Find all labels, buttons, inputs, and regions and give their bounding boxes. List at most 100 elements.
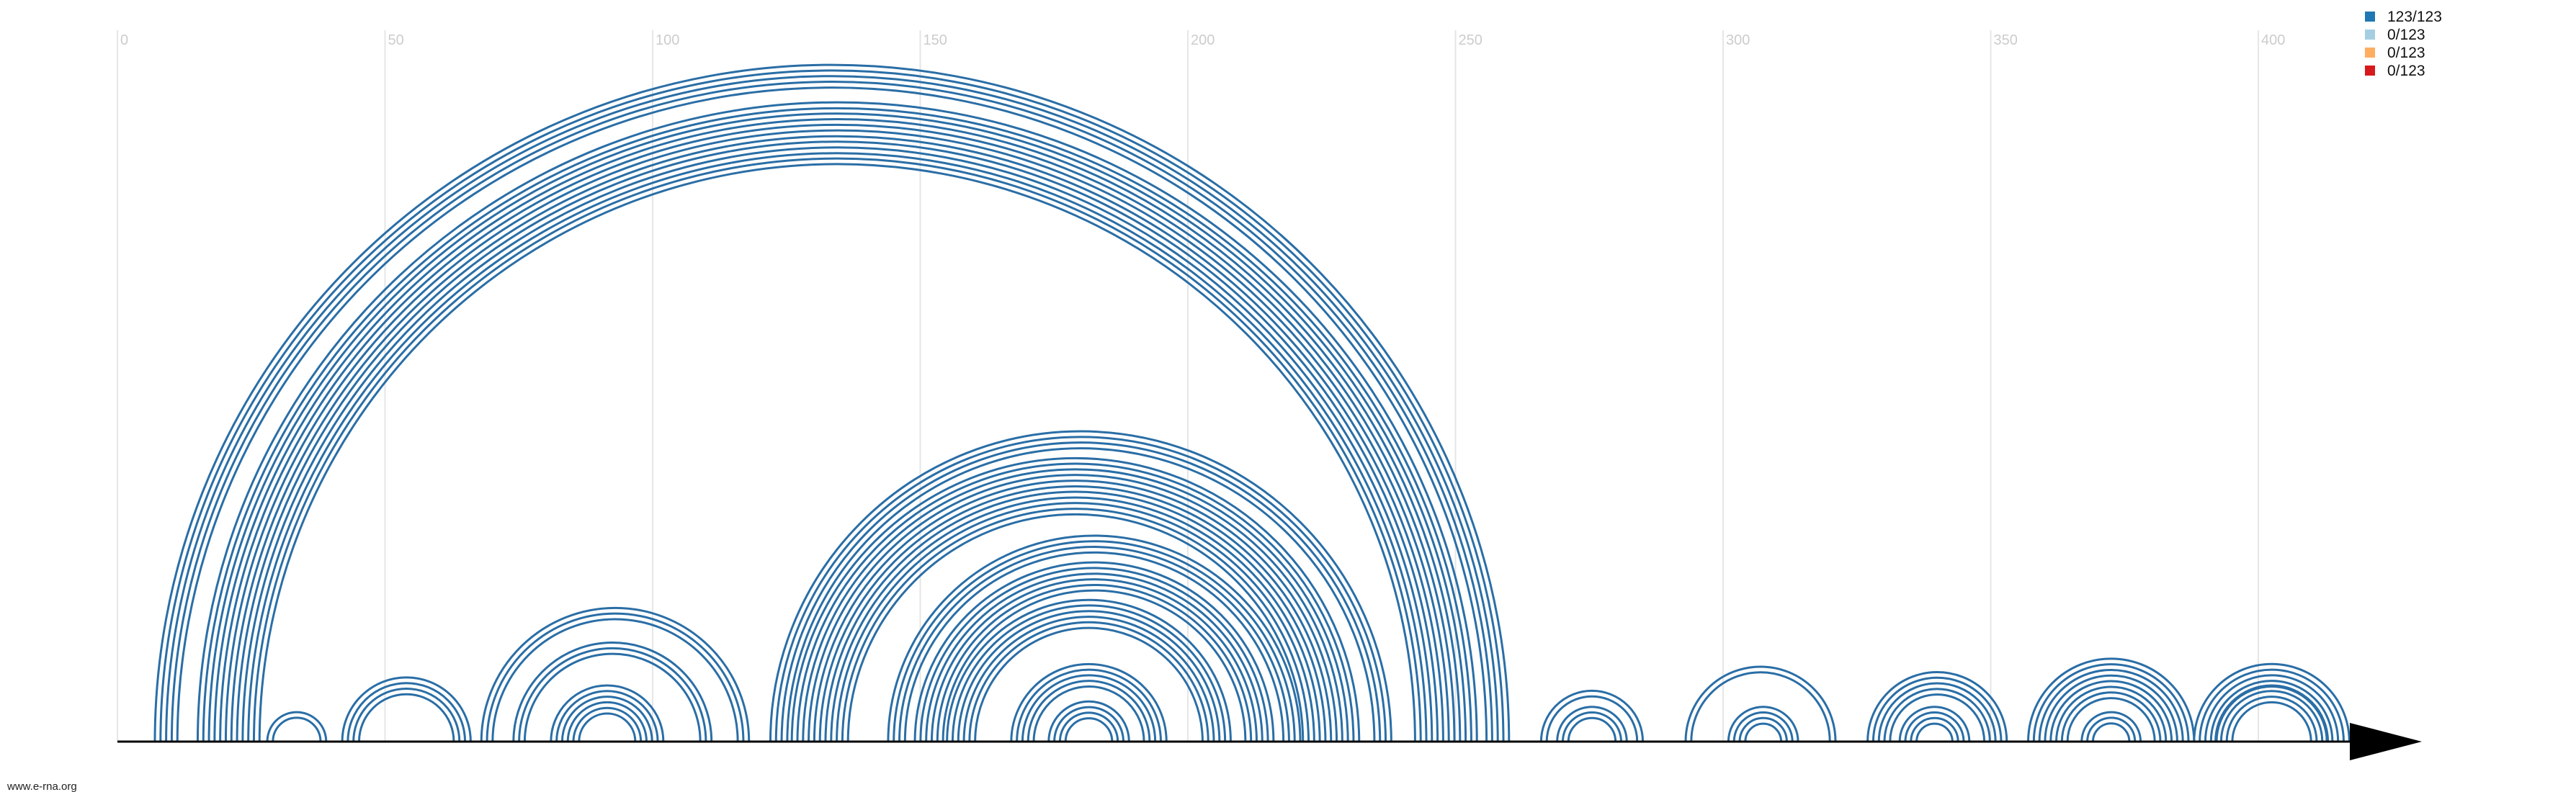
base-pair-arc	[2027, 657, 2196, 742]
tick-label: 400	[2261, 32, 2285, 48]
tick-label: 150	[923, 32, 947, 48]
base-pair-arc	[207, 112, 1467, 742]
base-pair-arc	[2080, 711, 2142, 742]
base-pair-arc	[946, 598, 1232, 742]
base-pair-arc	[1032, 685, 1145, 742]
tick-label: 100	[656, 32, 679, 48]
base-pair-arc	[2055, 686, 2168, 742]
base-pair-arc	[2086, 716, 2137, 742]
base-pair-arc	[913, 561, 1275, 742]
base-pair-arc	[2204, 674, 2340, 742]
base-pair-arc	[830, 496, 1321, 742]
base-pair-arc	[2199, 668, 2345, 742]
base-pair-arc	[836, 502, 1315, 742]
base-pair-arc	[230, 135, 1444, 742]
base-pair-arc	[2209, 680, 2334, 742]
base-pair-arc	[1871, 676, 2003, 742]
base-pair-arc	[1883, 688, 1991, 742]
base-pair-arc	[512, 642, 713, 742]
base-pair-arc	[1684, 665, 1837, 742]
base-pair-arc	[1021, 674, 1157, 742]
base-pair-arc	[1016, 668, 1162, 742]
base-pair-arc	[2231, 701, 2312, 742]
base-pair-arc	[153, 63, 1511, 742]
base-pair-arc	[254, 158, 1421, 742]
base-pair-arc	[177, 88, 1486, 742]
base-pair-arc	[930, 578, 1258, 742]
tick-label: 200	[1191, 32, 1215, 48]
base-pair-arc	[1738, 716, 1788, 742]
base-pair-arc	[898, 546, 1290, 742]
base-pair-arc	[170, 81, 1493, 742]
base-pair-arc	[2219, 690, 2324, 742]
base-pair-arc	[2193, 662, 2351, 742]
base-pair-arc	[802, 468, 1349, 742]
base-pair-arc	[272, 716, 322, 742]
base-pair-arc	[1567, 716, 1617, 742]
base-pair-arc	[1064, 717, 1114, 742]
base-pair-arc	[808, 474, 1343, 742]
base-pair-arc	[957, 610, 1221, 742]
base-pair-arc	[2032, 663, 2190, 742]
legend-swatch	[2365, 30, 2375, 40]
base-pair-arc	[566, 701, 648, 742]
base-pair-arc	[1556, 706, 1628, 742]
base-pair-arc	[266, 711, 328, 742]
base-pair-arc	[486, 612, 745, 742]
base-pair-arc	[259, 164, 1415, 742]
credit-text: www.e-rna.org	[6, 780, 77, 792]
base-pair-arc	[1561, 711, 1622, 742]
base-pair-arc	[1915, 722, 1954, 742]
base-pair-arc	[1690, 671, 1831, 742]
base-pair-arc	[769, 430, 1392, 742]
base-pair-arc	[1877, 682, 1997, 742]
legend-swatch	[2365, 66, 2375, 76]
base-pair-arc	[578, 712, 637, 742]
legend-label: 0/123	[2387, 45, 2425, 61]
base-pair-arc	[1898, 706, 1971, 742]
base-pair-arcs	[153, 63, 2351, 742]
base-pair-arc	[841, 507, 1310, 742]
base-pair-arc	[974, 627, 1204, 742]
base-pair-arc	[491, 618, 739, 742]
base-pair-arc	[1889, 693, 1986, 742]
base-pair-arc	[2044, 674, 2178, 742]
base-pair-arc	[213, 118, 1462, 742]
base-pair-arc	[824, 491, 1327, 742]
base-pair-arc	[196, 101, 1478, 742]
base-pair-arc	[790, 456, 1361, 742]
axis-arrowhead	[2350, 723, 2422, 760]
tick-label: 350	[1994, 32, 2018, 48]
base-pair-arc	[962, 616, 1215, 742]
base-pair-arc	[1904, 711, 1965, 742]
base-pair-arc	[887, 534, 1302, 742]
tick-label: 300	[1726, 32, 1750, 48]
sequence-axis	[117, 723, 2422, 760]
base-pair-arc	[2038, 668, 2184, 742]
base-pair-arc	[236, 140, 1439, 742]
base-pair-arc	[2066, 696, 2156, 742]
base-pair-arc	[1027, 680, 1151, 742]
base-pair-arc	[774, 436, 1387, 742]
base-pair-arc	[1053, 706, 1124, 742]
base-pair-arc	[480, 606, 751, 742]
legend-label: 0/123	[2387, 63, 2425, 79]
base-pair-arc	[951, 604, 1227, 742]
legend: 123/123 0/123 0/123 0/123	[2365, 9, 2442, 79]
base-pair-arc	[572, 706, 643, 742]
base-pair-arc	[346, 682, 467, 742]
base-pair-arc	[1058, 711, 1119, 742]
base-pair-arc	[241, 146, 1434, 742]
base-pair-arc	[2091, 722, 2131, 742]
base-pair-arc	[1539, 689, 1645, 742]
legend-label: 123/123	[2387, 9, 2442, 25]
base-pair-arc	[2049, 680, 2173, 742]
base-pair-arc	[2225, 696, 2318, 742]
base-pair-arc	[159, 69, 1505, 742]
legend-swatch	[2365, 12, 2375, 22]
base-pair-arc	[1545, 695, 1639, 742]
base-pair-arc	[893, 540, 1296, 742]
base-pair-arc	[2214, 684, 2330, 742]
base-pair-arc	[247, 151, 1428, 742]
